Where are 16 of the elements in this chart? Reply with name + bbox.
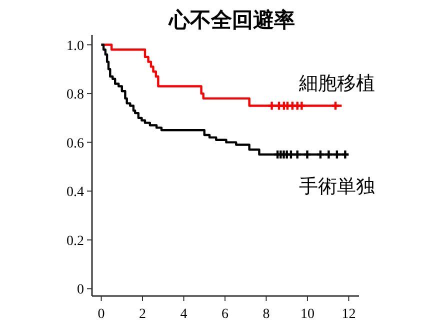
x-tick-label: 0 <box>98 307 105 322</box>
x-tick-label: 10 <box>300 307 314 322</box>
y-tick-label: 0.6 <box>66 136 84 152</box>
y-tick-label: 0.8 <box>66 88 84 103</box>
x-tick-label: 8 <box>262 307 270 322</box>
series-label: 手術単独 <box>299 176 375 198</box>
y-tick-label: 1.0 <box>66 38 84 54</box>
y-tick-label: 0.4 <box>66 185 84 200</box>
y-tick-label: 0 <box>77 282 84 298</box>
series-label: 細胞移植 <box>298 72 375 95</box>
x-tick-label: 12 <box>342 307 356 322</box>
x-tick-label: 4 <box>180 307 188 322</box>
y-tick-label: 0.2 <box>66 234 84 249</box>
chart-title: 心不全回避率 <box>168 8 295 32</box>
x-tick-label: 2 <box>139 307 146 322</box>
x-tick-label: 6 <box>221 307 228 322</box>
